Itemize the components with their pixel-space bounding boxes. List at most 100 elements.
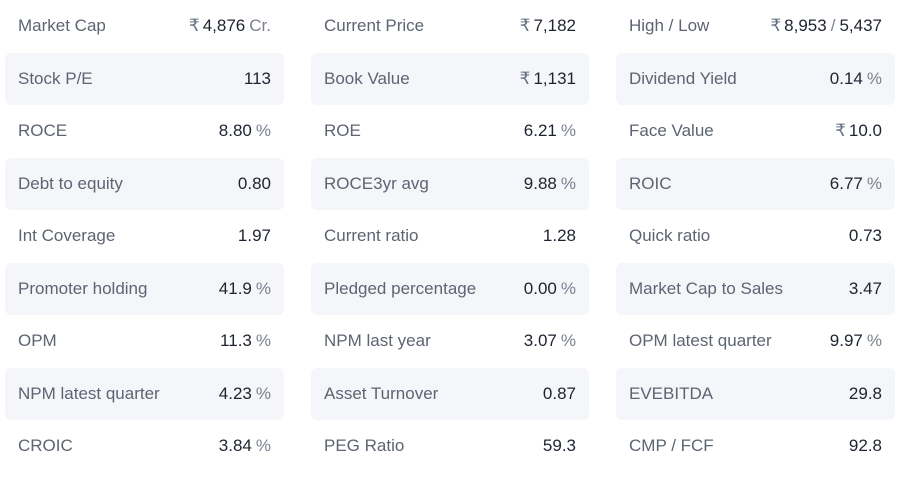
ratio-item: OPM latest quarter 9.97% (616, 315, 895, 368)
ratio-name: CMP / FCF (629, 436, 714, 456)
ratio-name: Asset Turnover (324, 383, 439, 403)
ratio-value: 8.80 (218, 121, 252, 141)
value-unit: % (560, 173, 576, 193)
ratio-name: NPM latest quarter (18, 383, 160, 403)
ratio-item: NPM last year 3.07% (311, 315, 589, 368)
ratio-value: 8,953 (784, 16, 827, 36)
ratio-name: Current Price (324, 16, 425, 36)
value-unit: % (560, 121, 576, 141)
ratio-value: 3.84 (218, 436, 252, 456)
ratio-name: Dividend Yield (629, 68, 737, 88)
ratio-value-group: 0.80 (238, 174, 271, 194)
ratio-value: 0.14 (829, 68, 863, 88)
ratio-value: 9.97 (829, 331, 863, 351)
ratio-value-group: 29.8 (849, 384, 882, 404)
ratio-value-group: 6.21% (524, 121, 576, 141)
ratio-item: Quick ratio 0.73 (616, 210, 895, 263)
ratio-name: Debt to equity (18, 173, 123, 193)
value-unit: % (255, 278, 271, 298)
ratio-value-group: 3.07% (524, 331, 576, 351)
ratio-value-group: 59.3 (543, 436, 576, 456)
ratio-value-group: 9.88% (524, 174, 576, 194)
ratio-name: Stock P/E (18, 68, 93, 88)
ratio-name: Market Cap (18, 16, 106, 36)
ratio-name: OPM (18, 331, 57, 351)
value-separator: / (830, 16, 836, 36)
ratio-value: 1,131 (533, 68, 576, 88)
ratio-value-group: 6.77% (830, 174, 882, 194)
ratio-value: 10.0 (848, 121, 882, 141)
value-unit: % (866, 68, 882, 88)
ratio-value: 3.47 (848, 278, 882, 298)
value-unit: % (560, 331, 576, 351)
ratio-value-group: 0.87 (543, 384, 576, 404)
value-unit: % (255, 121, 271, 141)
ratio-item: CROIC 3.84% (5, 420, 284, 473)
ratio-item: ROE 6.21% (311, 105, 589, 158)
ratio-value: 1.28 (542, 226, 576, 246)
value-unit: % (866, 331, 882, 351)
ratio-name: High / Low (629, 16, 710, 36)
ratio-name: Market Cap to Sales (629, 278, 784, 298)
ratio-value: 0.87 (542, 383, 576, 403)
ratio-value-group: 1.97 (238, 226, 271, 246)
ratio-name: NPM last year (324, 331, 431, 351)
ratio-item: OPM 11.3% (5, 315, 284, 368)
value-unit: % (255, 436, 271, 456)
ratio-item: ROCE3yr avg 9.88% (311, 157, 589, 210)
ratio-item: Current ratio 1.28 (311, 210, 589, 263)
ratio-value: 0.80 (237, 173, 271, 193)
ratio-value-group: 92.8 (849, 436, 882, 456)
ratio-item: NPM latest quarter 4.23% (5, 367, 284, 420)
ratio-item: Asset Turnover 0.87 (311, 367, 589, 420)
value-unit: % (255, 383, 271, 403)
ratio-item: Pledged percentage 0.00% (311, 262, 589, 315)
ratio-item: Market Cap to Sales 3.47 (616, 262, 895, 315)
ratio-value: 3.07 (523, 331, 557, 351)
ratio-name: Face Value (629, 121, 714, 141)
ratio-name: Promoter holding (18, 278, 148, 298)
ratio-name: ROCE (18, 121, 68, 141)
ratio-value: 41.9 (218, 278, 252, 298)
ratio-value-group: 3.84% (219, 436, 271, 456)
ratio-item: Market Cap ₹4,876 Cr. (5, 0, 284, 53)
ratio-name: EVEBITDA (629, 383, 714, 403)
ratio-value: 4.23 (218, 383, 252, 403)
currency-symbol: ₹ (835, 121, 846, 141)
ratio-value-group: 1.28 (543, 226, 576, 246)
ratio-item: Face Value ₹10.0 (616, 105, 895, 158)
ratio-item: Current Price ₹7,182 (311, 0, 589, 53)
ratio-name: Int Coverage (18, 226, 116, 246)
ratio-item: Stock P/E 113 (5, 52, 284, 105)
ratio-item: PEG Ratio 59.3 (311, 420, 589, 473)
ratio-name: CROIC (18, 436, 73, 456)
ratio-item: Dividend Yield 0.14% (616, 52, 895, 105)
ratio-name: Quick ratio (629, 226, 711, 246)
ratio-value-group: ₹8,953/5,437 (770, 16, 882, 36)
currency-symbol: ₹ (770, 16, 782, 36)
ratio-value-group: 113 (244, 69, 271, 89)
ratio-value-secondary: 5,437 (839, 16, 882, 36)
ratio-value: 4,876 (202, 16, 246, 36)
ratio-name: Current ratio (324, 226, 419, 246)
ratio-item: Int Coverage 1.97 (5, 210, 284, 263)
ratio-value: 29.8 (848, 383, 882, 403)
ratio-value-group: 0.00% (524, 279, 576, 299)
ratio-name: ROCE3yr avg (324, 173, 429, 193)
ratio-value: 0.00 (523, 278, 557, 298)
ratio-item: ROIC 6.77% (616, 157, 895, 210)
currency-symbol: ₹ (519, 16, 531, 36)
value-unit: % (560, 278, 576, 298)
ratio-value-group: ₹4,876 Cr. (189, 16, 271, 36)
ratio-value: 0.73 (848, 226, 882, 246)
ratio-value: 9.88 (523, 173, 557, 193)
ratio-value-group: ₹7,182 (520, 16, 576, 36)
currency-symbol: ₹ (188, 16, 200, 36)
value-unit: % (866, 173, 882, 193)
ratio-value: 6.77 (829, 173, 863, 193)
ratio-value: 1.97 (237, 226, 271, 246)
ratio-value-group: 41.9% (219, 279, 271, 299)
currency-symbol: ₹ (519, 68, 531, 88)
ratio-value: 92.8 (848, 436, 882, 456)
ratio-value-group: ₹1,131 (520, 69, 576, 89)
